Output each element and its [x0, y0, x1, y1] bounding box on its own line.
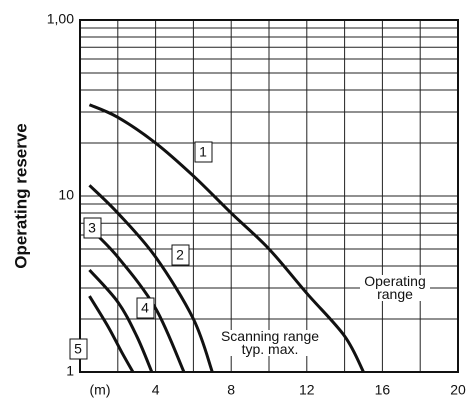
x-tick-label: 16	[375, 382, 391, 398]
series-label: 1	[199, 144, 207, 160]
x-axis-label: (m)	[90, 382, 111, 398]
series-label: 3	[88, 220, 96, 236]
y-axis-label: Operating reserve	[11, 123, 30, 269]
series-label-box	[194, 141, 213, 163]
series-label-box	[83, 217, 102, 239]
series-label-box	[69, 338, 88, 360]
x-tick-label: 20	[450, 382, 466, 398]
curve	[88, 184, 214, 373]
series-label: 2	[176, 247, 184, 263]
series-label-box	[136, 297, 155, 319]
plot-frame	[79, 19, 459, 373]
operating-range-text: Operating range	[360, 275, 430, 301]
operating-range-label: Operating range	[360, 275, 430, 301]
series-label: 4	[141, 300, 149, 316]
x-tick-label: 4	[152, 382, 160, 398]
curve	[88, 295, 135, 373]
y-tick-label: 1,00	[47, 11, 74, 27]
series-label-box	[171, 244, 190, 266]
x-tick-label: 8	[227, 382, 235, 398]
curve	[88, 103, 365, 373]
x-tick-label: 12	[299, 382, 315, 398]
y-tick-label: 10	[58, 187, 74, 203]
scanning-range-label: Scanning range typ. max.	[215, 330, 325, 356]
curve	[88, 226, 186, 373]
scanning-range-text: Scanning range typ. max.	[215, 330, 325, 356]
series-label: 5	[74, 341, 82, 357]
y-tick-label: 1	[66, 363, 74, 379]
curve	[88, 268, 154, 373]
